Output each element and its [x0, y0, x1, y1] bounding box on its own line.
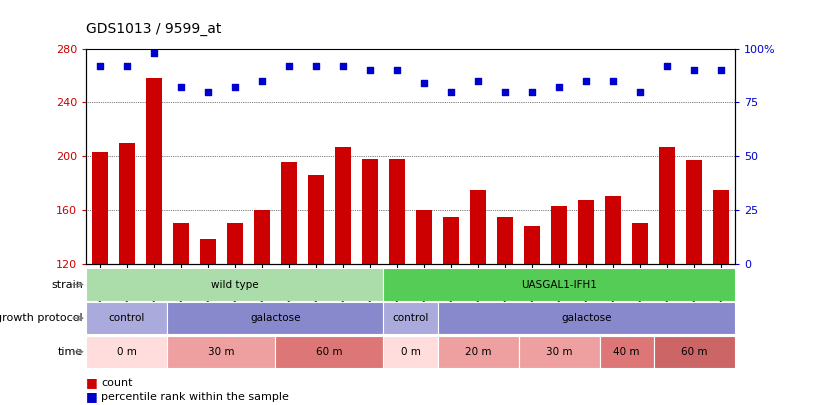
Bar	[438, 336, 519, 368]
Point	[498, 88, 511, 95]
Point	[255, 78, 268, 84]
Bar	[172, 223, 189, 264]
Point	[417, 80, 430, 86]
Bar	[86, 269, 383, 301]
Bar	[605, 196, 621, 264]
Point	[661, 62, 674, 69]
Text: 0 m: 0 m	[117, 347, 136, 357]
Point	[174, 84, 187, 91]
Bar	[497, 217, 513, 264]
Bar	[713, 190, 729, 264]
Text: galactose: galactose	[561, 313, 612, 323]
Text: UASGAL1-IFH1: UASGAL1-IFH1	[521, 279, 597, 290]
Bar	[200, 239, 216, 264]
Point	[282, 62, 296, 69]
Bar	[362, 159, 378, 264]
Point	[471, 78, 484, 84]
Point	[147, 50, 160, 56]
Text: 40 m: 40 m	[613, 347, 640, 357]
Point	[580, 78, 593, 84]
Bar	[438, 302, 735, 334]
Text: ■: ■	[86, 376, 98, 389]
Bar	[599, 336, 654, 368]
Text: ■: ■	[86, 390, 98, 403]
Bar	[383, 302, 438, 334]
Bar	[632, 223, 649, 264]
Point	[201, 88, 214, 95]
Point	[525, 88, 539, 95]
Text: control: control	[392, 313, 429, 323]
Text: 60 m: 60 m	[681, 347, 708, 357]
Bar	[389, 159, 405, 264]
Text: 30 m: 30 m	[208, 347, 235, 357]
Bar	[383, 269, 735, 301]
Point	[93, 62, 106, 69]
Bar	[145, 78, 162, 264]
Point	[607, 78, 620, 84]
Text: control: control	[108, 313, 145, 323]
Text: wild type: wild type	[211, 279, 259, 290]
Bar	[686, 160, 703, 264]
Bar	[443, 217, 459, 264]
Point	[634, 88, 647, 95]
Text: 60 m: 60 m	[316, 347, 342, 357]
Text: count: count	[101, 378, 132, 388]
Text: galactose: galactose	[250, 313, 300, 323]
Bar	[254, 210, 270, 264]
Bar	[227, 223, 243, 264]
Text: 20 m: 20 m	[465, 347, 491, 357]
Text: time: time	[57, 347, 83, 357]
Point	[688, 67, 701, 73]
Text: 0 m: 0 m	[401, 347, 420, 357]
Bar	[335, 147, 351, 264]
Point	[391, 67, 404, 73]
Point	[364, 67, 377, 73]
Bar	[275, 336, 383, 368]
Bar	[86, 336, 167, 368]
Bar	[416, 210, 432, 264]
Bar	[551, 206, 567, 264]
Bar	[654, 336, 735, 368]
Point	[120, 62, 133, 69]
Text: 30 m: 30 m	[546, 347, 572, 357]
Text: growth protocol: growth protocol	[0, 313, 83, 323]
Bar	[524, 226, 540, 264]
Bar	[119, 143, 135, 264]
Bar	[659, 147, 676, 264]
Text: percentile rank within the sample: percentile rank within the sample	[101, 392, 289, 402]
Bar	[92, 152, 108, 264]
Bar	[519, 336, 599, 368]
Bar	[578, 200, 594, 264]
Point	[337, 62, 350, 69]
Text: GDS1013 / 9599_at: GDS1013 / 9599_at	[86, 22, 222, 36]
Bar	[167, 336, 275, 368]
Bar	[470, 190, 486, 264]
Bar	[308, 175, 324, 264]
Point	[715, 67, 728, 73]
Bar	[86, 302, 167, 334]
Point	[310, 62, 323, 69]
Bar	[281, 162, 297, 264]
Point	[444, 88, 457, 95]
Text: strain: strain	[51, 279, 83, 290]
Point	[228, 84, 241, 91]
Bar	[167, 302, 383, 334]
Bar	[383, 336, 438, 368]
Point	[553, 84, 566, 91]
